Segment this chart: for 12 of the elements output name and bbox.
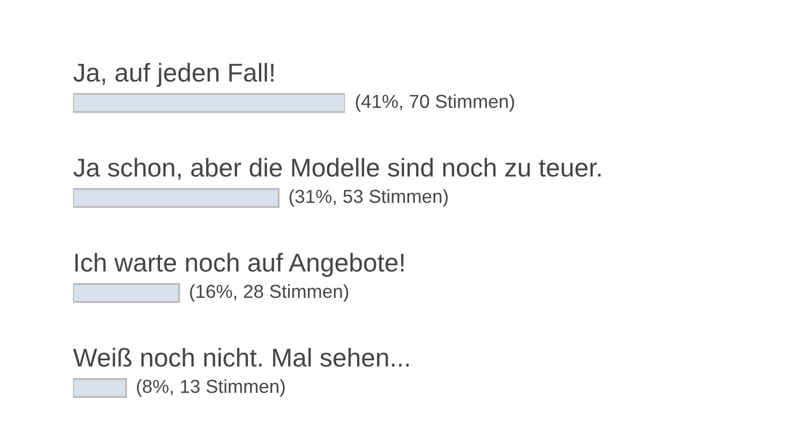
data-label: (41%, 70 Stimmen) [356, 94, 514, 112]
bar [73, 93, 345, 113]
bar [73, 378, 127, 398]
y-tick-label: Ja, auf jeden Fall! [73, 62, 274, 87]
y-tick-label: Ich warte noch auf Angebote! [75, 252, 404, 277]
bar [73, 188, 280, 208]
data-label: (8%, 13 Stimmen) [136, 379, 285, 397]
y-tick-label: Ja schon, aber die Modelle sind noch zu teuer. [73, 158, 601, 180]
data-label: (31%, 53 Stimmen) [290, 189, 448, 207]
bar [73, 283, 180, 303]
y-tick-label: Weiß noch nicht. Mal sehen... [73, 348, 409, 367]
data-label: (16%, 28 Stimmen) [190, 284, 348, 302]
